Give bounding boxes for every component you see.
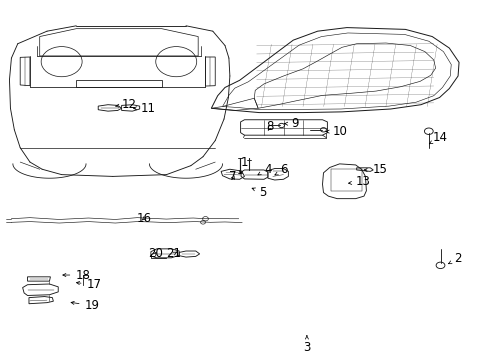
Text: 19: 19: [71, 299, 100, 312]
Text: 1: 1: [239, 156, 247, 174]
Text: 6: 6: [274, 163, 287, 176]
Text: 11: 11: [133, 102, 156, 115]
Text: 4: 4: [257, 163, 271, 176]
Text: 12: 12: [116, 98, 136, 111]
Text: 3: 3: [303, 336, 310, 354]
Text: 16: 16: [137, 212, 151, 225]
Text: 14: 14: [428, 131, 447, 144]
Text: 17: 17: [76, 278, 102, 291]
Text: 20: 20: [148, 247, 163, 260]
Text: 15: 15: [364, 163, 386, 176]
Text: 18: 18: [63, 269, 90, 282]
Text: 2: 2: [447, 252, 461, 265]
Text: 8: 8: [266, 121, 273, 134]
Text: 21: 21: [166, 247, 181, 260]
Text: 9: 9: [284, 117, 298, 130]
Text: 13: 13: [348, 175, 370, 188]
Text: 10: 10: [325, 125, 346, 138]
Text: 5: 5: [252, 186, 266, 199]
Text: 7: 7: [228, 170, 236, 183]
